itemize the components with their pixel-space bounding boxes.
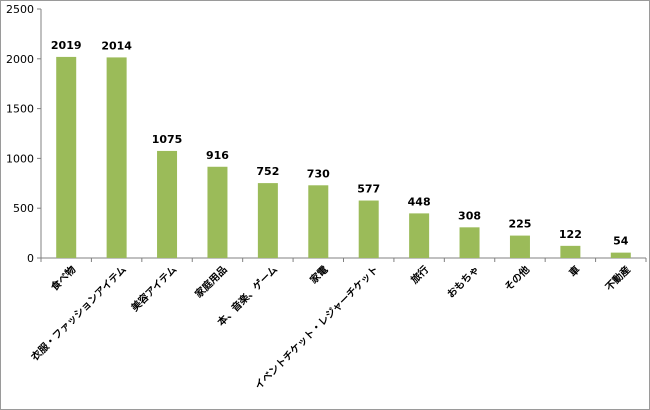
data-label: 916	[206, 149, 229, 162]
data-label: 1075	[152, 133, 183, 146]
y-tick-label: 1000	[6, 152, 34, 165]
axes: 0 500 1000 1500 2000 2500	[6, 3, 647, 265]
y-tick-label: 0	[27, 252, 34, 265]
data-label: 752	[256, 165, 279, 178]
data-label: 54	[613, 235, 629, 248]
bar	[257, 183, 278, 258]
bar	[610, 252, 631, 258]
category-label: 車	[566, 263, 582, 279]
y-tick-label: 500	[13, 202, 34, 215]
bar	[308, 185, 329, 258]
bar	[56, 56, 77, 259]
bars	[56, 56, 631, 259]
data-label: 2014	[101, 39, 132, 52]
category-label: 衣服・ファッションアイテム	[28, 263, 128, 363]
data-labels: 2019 2014 1075 916 752 730 577 448 308 225 122 54	[51, 39, 629, 248]
bar	[157, 150, 178, 258]
y-tick-label: 2500	[6, 3, 34, 16]
data-label: 225	[508, 218, 531, 231]
category-label: 旅行	[408, 263, 431, 286]
y-tick-label: 1500	[6, 103, 34, 116]
data-label: 308	[458, 209, 481, 222]
data-label: 122	[559, 228, 582, 241]
category-label: 家庭用品	[192, 263, 229, 300]
category-label: 食べ物	[47, 263, 78, 294]
bar	[106, 57, 127, 258]
category-label: おもちゃ	[445, 264, 482, 301]
bar	[207, 166, 228, 258]
category-label: 不動産	[603, 263, 633, 293]
data-label: 2019	[51, 39, 82, 52]
y-tick-label: 2000	[6, 53, 34, 66]
category-label: 美容アイテム	[128, 263, 179, 314]
bar	[509, 235, 530, 258]
bar	[560, 245, 581, 258]
bar	[459, 227, 480, 258]
data-label: 730	[307, 167, 330, 180]
category-label: 家電	[307, 263, 330, 286]
data-label: 577	[357, 183, 380, 196]
category-label: その他	[502, 263, 532, 293]
bar	[358, 200, 379, 258]
bar	[409, 213, 430, 258]
data-label: 448	[408, 195, 431, 208]
